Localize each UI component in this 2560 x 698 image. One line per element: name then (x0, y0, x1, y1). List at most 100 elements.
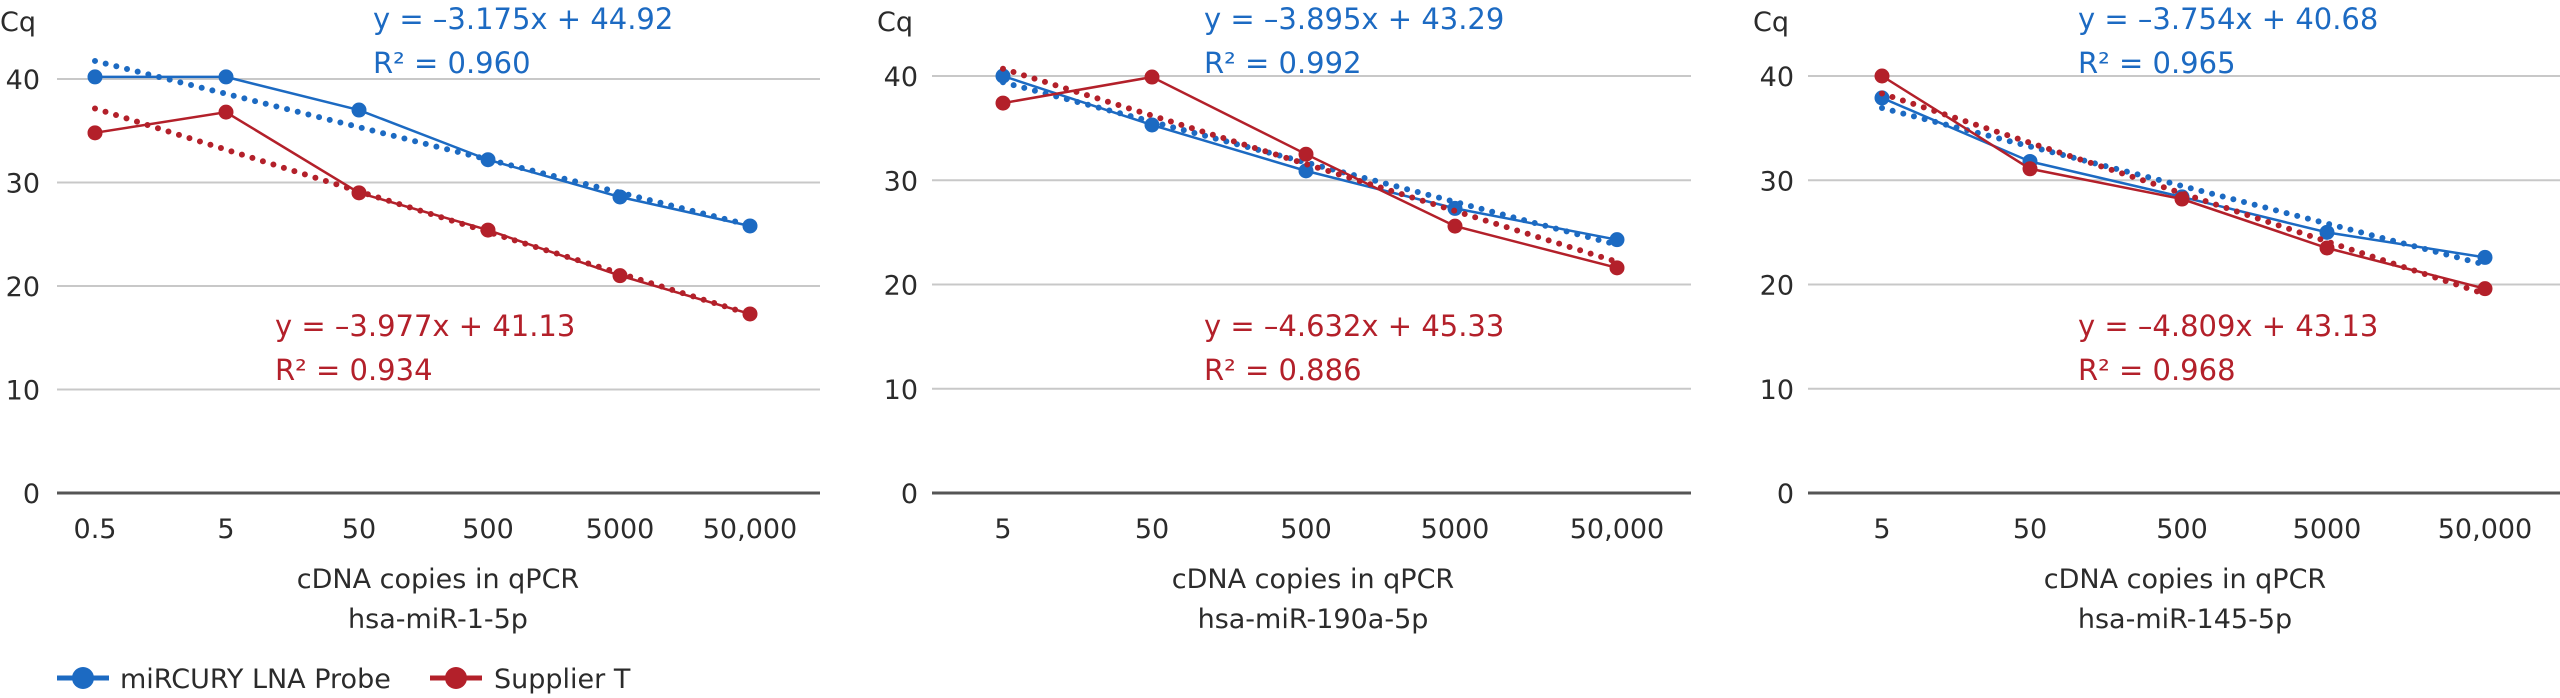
y-tick-label: 10 (884, 375, 918, 406)
y-tick-label: 20 (6, 272, 40, 303)
data-point (87, 69, 103, 85)
y-axis-label: Cq (0, 7, 36, 38)
series-miRCURY: y = –3.895x + 43.29 R² = 0.992 (995, 2, 1625, 248)
legend: miRCURY LNA Probe Supplier T (57, 664, 631, 695)
legend-marker-icon (445, 667, 467, 689)
series-miRCURY: y = –3.175x + 44.92 R² = 0.960 (87, 2, 758, 234)
chart-subtitle: hsa-miR-145-5p (2078, 604, 2292, 635)
data-point (1298, 146, 1314, 162)
series-line (1881, 96, 2486, 259)
trendline-equation: y = –3.754x + 40.68 (2078, 2, 2378, 36)
series-supplier: y = –4.632x + 45.33 R² = 0.886 (995, 65, 1625, 387)
y-tick-label: 10 (1760, 375, 1794, 406)
data-point (1298, 163, 1314, 179)
series-line (1881, 74, 2486, 290)
series-miRCURY: y = –3.754x + 40.68 R² = 0.965 (1874, 2, 2493, 268)
trendline-equation: y = –4.809x + 43.13 (2078, 309, 2378, 343)
legend-label: Supplier T (494, 664, 631, 695)
legend-marker-icon (72, 667, 94, 689)
x-tick-label: 5 (994, 514, 1011, 545)
data-point (995, 95, 1011, 111)
data-point (1144, 117, 1160, 133)
data-point (742, 306, 758, 322)
y-tick-label: 30 (1760, 166, 1794, 197)
y-tick-label: 10 (6, 376, 40, 407)
x-tick-label: 5000 (586, 514, 655, 545)
chart-subtitle: hsa-miR-190a-5p (1198, 604, 1429, 635)
data-point (218, 69, 234, 85)
data-point (2477, 249, 2493, 265)
trendline-equation: y = –4.632x + 45.33 (1204, 309, 1504, 343)
trendline (92, 57, 753, 229)
series-line (94, 110, 751, 316)
y-tick-label: 0 (1777, 479, 1794, 510)
data-point (1144, 69, 1160, 85)
y-axis-label: Cq (1753, 7, 1789, 38)
trendline (1879, 105, 2488, 268)
x-tick-label: 5000 (2293, 514, 2362, 545)
x-axis-title: cDNA copies in qPCR (1172, 564, 1454, 595)
y-tick-label: 30 (6, 169, 40, 200)
legend-item-mircury: miRCURY LNA Probe (57, 664, 391, 695)
data-point (612, 189, 628, 205)
data-point (2319, 240, 2335, 256)
x-tick-label: 5 (217, 514, 234, 545)
r-squared-label: R² = 0.992 (1204, 46, 1362, 80)
trendline-equation: y = –3.175x + 44.92 (373, 2, 673, 36)
x-tick-label: 50 (2013, 514, 2047, 545)
data-point (995, 68, 1011, 84)
x-tick-label: 50,000 (2438, 514, 2532, 545)
x-tick-label: 50,000 (703, 514, 797, 545)
trendline-equation: y = –3.895x + 43.29 (1204, 2, 1504, 36)
y-tick-label: 40 (6, 65, 40, 96)
y-tick-label: 0 (901, 479, 918, 510)
chart-panel-2: Cq 0 10 20 30 40 5 50 500 5000 50,000 cDNA copies i… (877, 2, 1691, 635)
data-point (2174, 191, 2190, 207)
r-squared-label: R² = 0.965 (2078, 46, 2236, 80)
data-point (218, 104, 234, 120)
data-point (480, 152, 496, 168)
data-point (1609, 260, 1625, 276)
x-tick-label: 500 (462, 514, 514, 545)
r-squared-label: R² = 0.934 (275, 353, 433, 387)
y-tick-label: 0 (23, 479, 40, 510)
x-tick-label: 0.5 (74, 514, 117, 545)
chart-panel-1: Cq 0 10 20 30 40 0.5 5 50 500 5000 50,000 cDNA copie… (0, 2, 820, 635)
series-supplier: y = –3.977x + 41.13 R² = 0.934 (87, 104, 758, 387)
data-point (351, 185, 367, 201)
r-squared-label: R² = 0.960 (373, 46, 531, 80)
data-point (480, 222, 496, 238)
data-point (2319, 224, 2335, 240)
data-point (87, 125, 103, 141)
x-tick-label: 50 (1135, 514, 1169, 545)
series-line (95, 75, 751, 228)
x-axis-title: cDNA copies in qPCR (297, 564, 579, 595)
data-point (1447, 218, 1463, 234)
x-tick-label: 5 (1873, 514, 1890, 545)
series-supplier: y = –4.809x + 43.13 R² = 0.968 (1874, 68, 2493, 387)
data-point (2022, 161, 2038, 177)
y-axis-label: Cq (877, 7, 913, 38)
chart-subtitle: hsa-miR-1-5p (348, 604, 528, 635)
trendline-equation: y = –3.977x + 41.13 (275, 309, 575, 343)
r-squared-label: R² = 0.968 (2078, 353, 2236, 387)
r-squared-label: R² = 0.886 (1204, 353, 1362, 387)
data-point (2477, 281, 2493, 297)
data-point (1874, 90, 1890, 106)
x-tick-label: 50 (342, 514, 376, 545)
x-tick-label: 500 (2156, 514, 2208, 545)
data-point (612, 268, 628, 284)
data-point (742, 218, 758, 234)
y-tick-label: 20 (1760, 271, 1794, 302)
data-point (351, 102, 367, 118)
y-tick-label: 40 (1760, 62, 1794, 93)
legend-label: miRCURY LNA Probe (120, 664, 391, 695)
y-tick-label: 20 (884, 271, 918, 302)
x-tick-label: 500 (1280, 514, 1332, 545)
data-point (1609, 232, 1625, 248)
trendline (1000, 65, 1620, 265)
x-axis-title: cDNA copies in qPCR (2044, 564, 2326, 595)
data-point (1874, 68, 1890, 84)
